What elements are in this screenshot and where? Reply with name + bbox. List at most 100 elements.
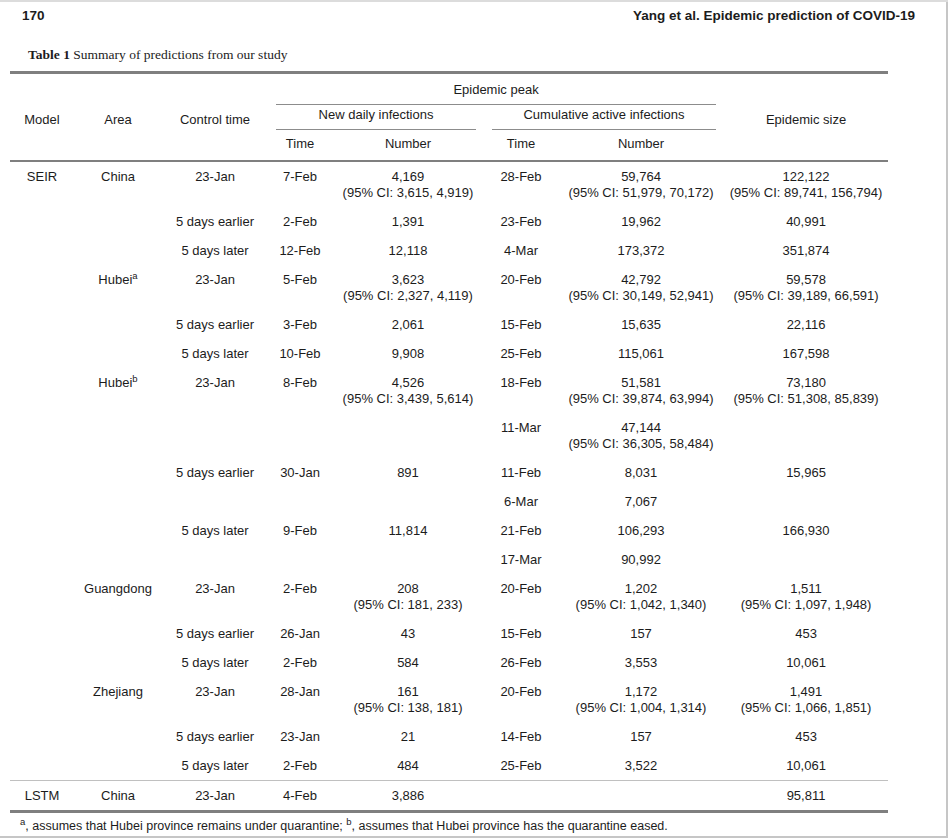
epidemic-size-value: 40,991 (726, 214, 886, 230)
cell-cai-number: 157 (558, 722, 724, 751)
epidemic-size-value: 166,930 (726, 523, 886, 539)
cell-ndi-number: 1,391 (332, 207, 484, 236)
ndi-time-value: 8-Feb (270, 375, 330, 391)
cell-control-time: 23-Jan (162, 368, 268, 413)
cell-ndi-number: 21 (332, 722, 484, 751)
cell-ndi-number: 3,886 (332, 781, 484, 812)
cell-ndi-number (332, 545, 484, 574)
control-time-value: 5 days earlier (164, 465, 266, 481)
cai-number-value: 59,764 (560, 169, 722, 185)
cai-confidence-interval: (95% CI: 39,874, 63,994) (560, 391, 722, 407)
epidemic-size-value: 59,578 (726, 272, 886, 288)
cai-time-value: 21-Feb (486, 523, 556, 539)
cai-time-value: 4-Mar (486, 243, 556, 259)
cell-model (10, 545, 74, 574)
ndi-time-value: 5-Feb (270, 272, 330, 288)
cell-cai-time: 25-Feb (484, 751, 558, 781)
epidemic-size-confidence-interval: (95% CI: 1,066, 1,851) (726, 700, 886, 716)
cell-cai-time: 11-Mar (484, 413, 558, 458)
ndi-number-value: 4,526 (334, 375, 482, 391)
cell-epidemic-size: 166,930 (724, 516, 888, 545)
cell-cai-time (484, 781, 558, 812)
cell-area: China (74, 781, 162, 812)
cell-model (10, 207, 74, 236)
cell-cai-number: 1,172 (95% CI: 1,004, 1,314) (558, 677, 724, 722)
cell-cai-number: 157 (558, 619, 724, 648)
epidemic-size-confidence-interval: (95% CI: 51,308, 85,839) (726, 391, 886, 407)
cell-epidemic-size (724, 487, 888, 516)
col-header-control-time: Control time (162, 73, 268, 162)
header-row-1: Model Area Control time Epidemic peak Ep… (10, 73, 888, 106)
cell-cai-number: 3,553 (558, 648, 724, 677)
cai-confidence-interval: (95% CI: 1,042, 1,340) (560, 597, 722, 613)
epidemic-size-value: 10,061 (726, 655, 886, 671)
cell-ndi-number: 484 (332, 751, 484, 781)
cell-control-time: 5 days later (162, 236, 268, 265)
control-time-value: 5 days earlier (164, 214, 266, 230)
cell-epidemic-size: 167,598 (724, 339, 888, 368)
cell-area: China (74, 161, 162, 207)
cell-cai-time: 20-Feb (484, 677, 558, 722)
epidemic-size-confidence-interval: (95% CI: 39,189, 66,591) (726, 288, 886, 304)
control-time-value: 23-Jan (164, 581, 266, 597)
cai-time-value: 18-Feb (486, 375, 556, 391)
cell-model (10, 751, 74, 781)
col-header-area: Area (74, 73, 162, 162)
cell-control-time: 5 days later (162, 516, 268, 545)
cell-ndi-time: 2-Feb (268, 648, 332, 677)
epidemic-size-confidence-interval: (95% CI: 89,741, 156,794) (726, 185, 886, 201)
cell-model (10, 339, 74, 368)
table-row: Guangdong 23-Jan 2-Feb 208 (95% CI: 181,… (10, 574, 888, 619)
table-caption: Table 1 Summary of predictions from our … (28, 47, 948, 63)
cell-cai-time: 17-Mar (484, 545, 558, 574)
cell-cai-time: 6-Mar (484, 487, 558, 516)
cell-ndi-number: 891 (332, 458, 484, 487)
cell-epidemic-size: 10,061 (724, 751, 888, 781)
col-header-epidemic-size: Epidemic size (724, 73, 888, 162)
table-row: 5 days earlier 30-Jan 891 11-Feb 8,031 1… (10, 458, 888, 487)
cell-ndi-number: 4,526 (95% CI: 3,439, 5,614) (332, 368, 484, 413)
control-time-value: 5 days later (164, 655, 266, 671)
area-value: Hubei (98, 375, 132, 390)
cell-cai-number: 42,792 (95% CI: 30,149, 52,941) (558, 265, 724, 310)
col-header-ndi-time: Time (268, 130, 332, 161)
cai-confidence-interval: (95% CI: 1,004, 1,314) (560, 700, 722, 716)
control-time-value: 5 days later (164, 758, 266, 774)
footnote-text-b: , assumes that Hubei province has the qu… (352, 819, 668, 833)
cell-model (10, 368, 74, 413)
area-value: China (101, 169, 135, 184)
cell-epidemic-size: 59,578 (95% CI: 39,189, 66,591) (724, 265, 888, 310)
cumulative-active-infections-label: Cumulative active infections (492, 105, 716, 130)
cell-epidemic-size: 351,874 (724, 236, 888, 265)
ndi-number-value: 9,908 (334, 346, 482, 362)
cell-cai-number: 15,635 (558, 310, 724, 339)
cai-number-value: 51,581 (560, 375, 722, 391)
ndi-time-value: 12-Feb (270, 243, 330, 259)
table-row: 5 days later 9-Feb 11,814 21-Feb 106,293… (10, 516, 888, 545)
cai-number-value: 8,031 (560, 465, 722, 481)
cell-cai-number: 115,061 (558, 339, 724, 368)
epidemic-size-value: 15,965 (726, 465, 886, 481)
epidemic-size-confidence-interval: (95% CI: 1,097, 1,948) (726, 597, 886, 613)
cell-cai-number: 47,144 (95% CI: 36,305, 58,484) (558, 413, 724, 458)
table-row: 5 days earlier 23-Jan 21 14-Feb 157 453 (10, 722, 888, 751)
cell-cai-time: 25-Feb (484, 339, 558, 368)
cell-model (10, 310, 74, 339)
cai-time-value: 20-Feb (486, 581, 556, 597)
cell-cai-time: 11-Feb (484, 458, 558, 487)
cell-control-time (162, 413, 268, 458)
cell-epidemic-size: 95,811 (724, 781, 888, 812)
cell-model (10, 648, 74, 677)
cell-epidemic-size: 122,122 (95% CI: 89,741, 156,794) (724, 161, 888, 207)
ndi-confidence-interval: (95% CI: 2,327, 4,119) (334, 288, 482, 304)
cell-control-time: 23-Jan (162, 677, 268, 722)
cell-ndi-time: 23-Jan (268, 722, 332, 751)
table-row: Hubeib 23-Jan 8-Feb 4,526 (95% CI: 3,439… (10, 368, 888, 413)
model-value: SEIR (12, 169, 72, 185)
cai-number-value: 3,522 (560, 758, 722, 774)
cell-control-time: 23-Jan (162, 265, 268, 310)
cell-area (74, 751, 162, 781)
cell-ndi-time: 9-Feb (268, 516, 332, 545)
cell-model (10, 236, 74, 265)
cell-ndi-number: 9,908 (332, 339, 484, 368)
